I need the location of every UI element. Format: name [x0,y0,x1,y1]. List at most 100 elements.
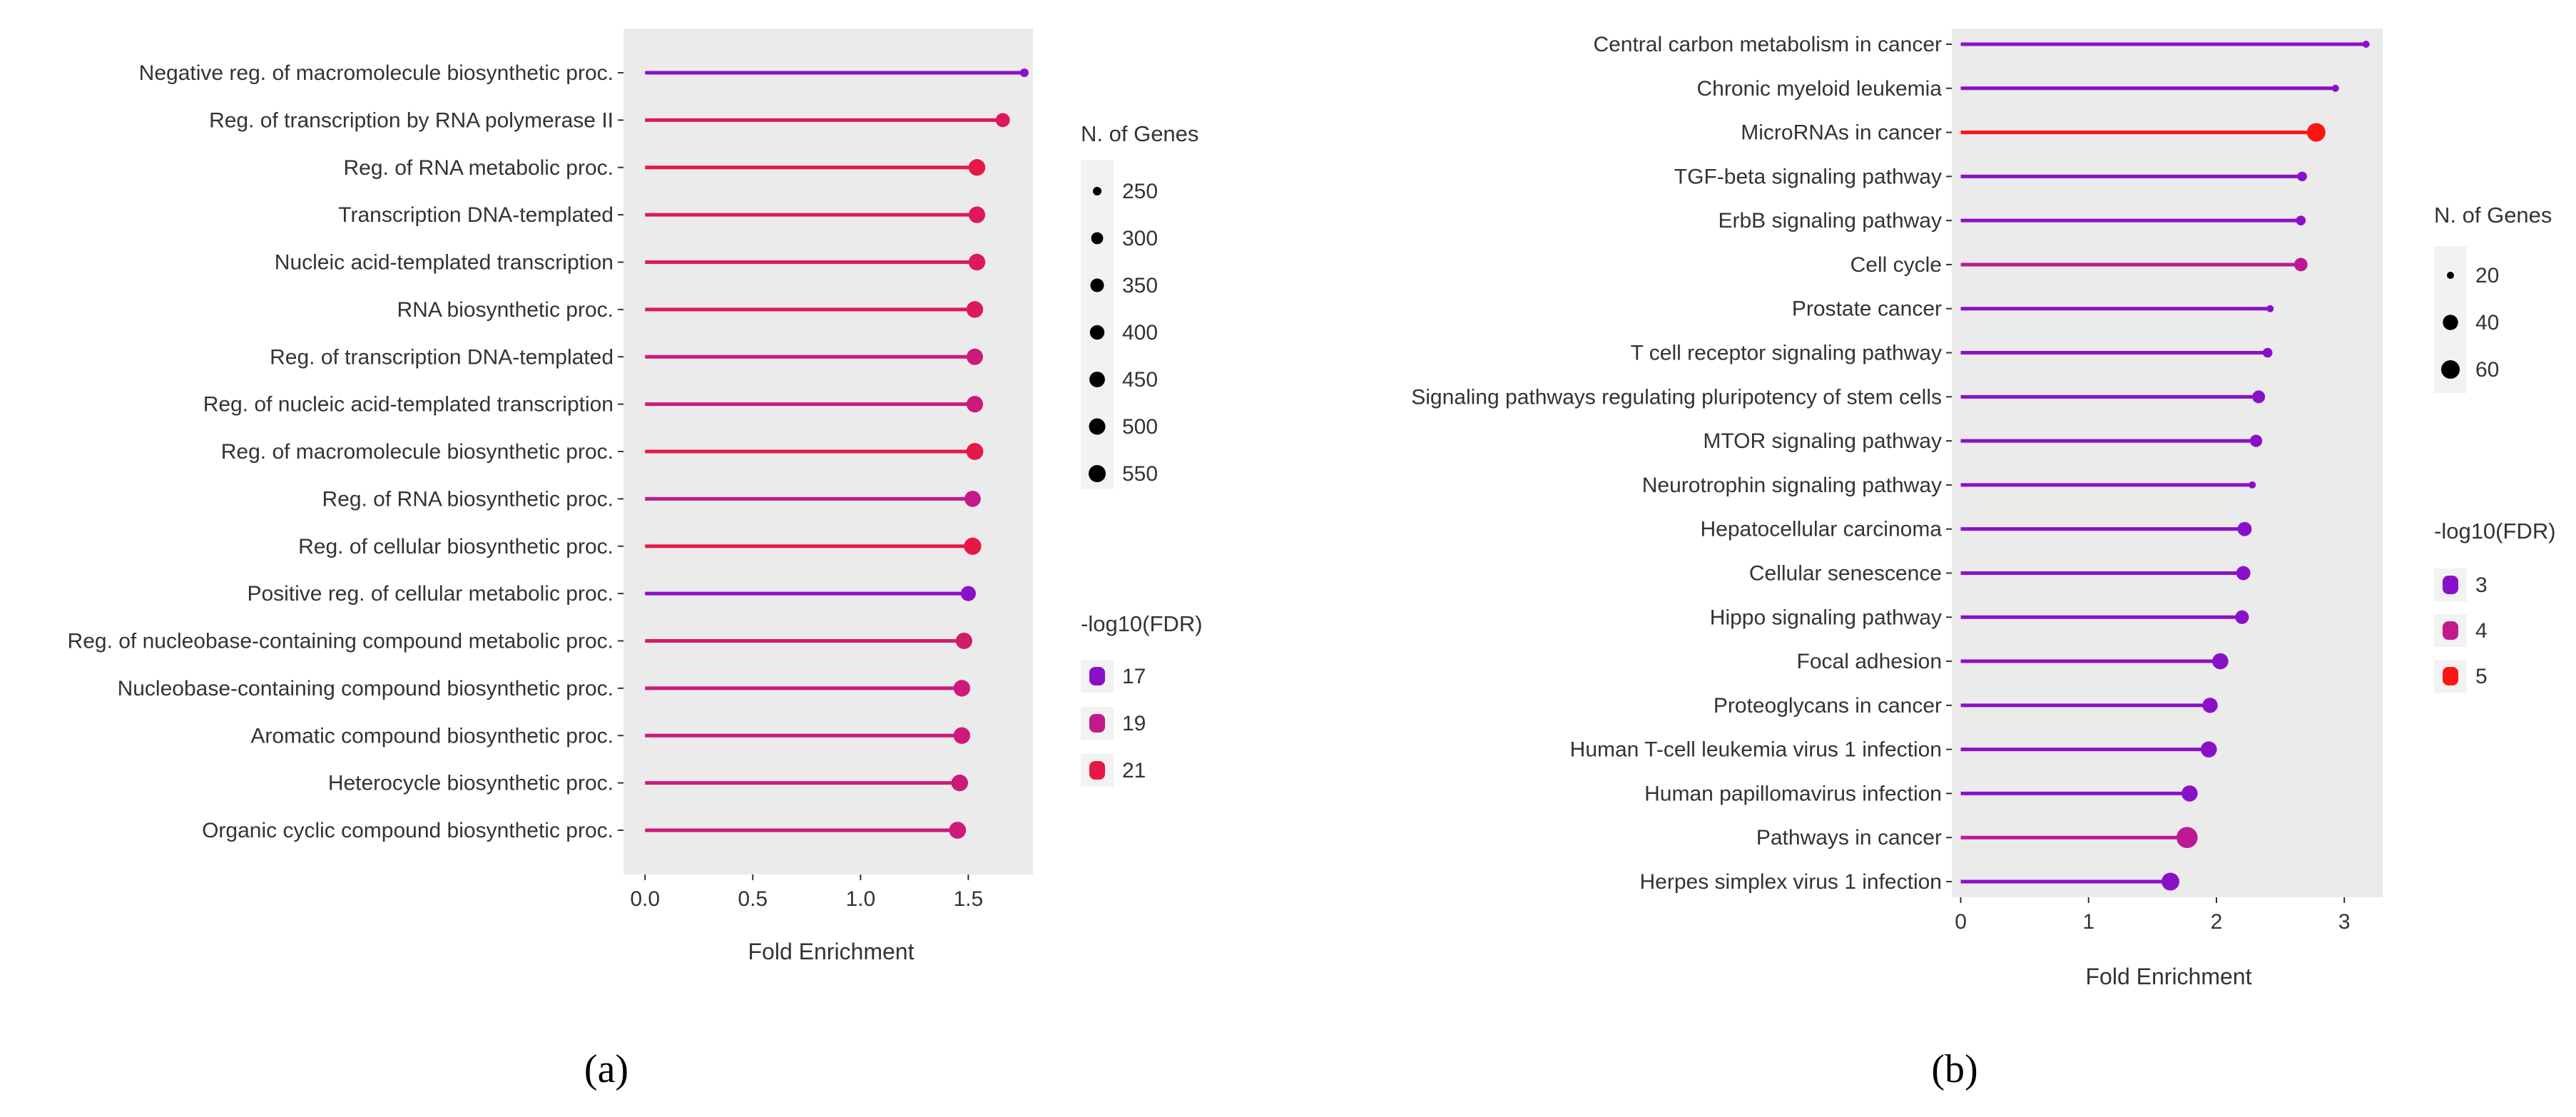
lollipop-point [955,633,972,649]
category-label: RNA biosynthetic proc. [397,298,614,322]
lollipop-point [2237,521,2252,536]
size-legend-key [1089,325,1105,340]
x-tick-label: 0.0 [630,887,660,911]
color-legend-label: 3 [2475,573,2488,597]
color-legend-key [1089,667,1105,685]
category-label: Herpes simplex virus 1 infection [1639,870,1942,894]
category-label: Hepatocellular carcinoma [1701,518,1943,541]
lollipop-point [2262,347,2273,358]
category-label: ErbB signaling pathway [1718,209,1942,233]
lollipop-point [2252,390,2266,404]
color-legend-key [2443,621,2458,640]
size-legend-a: N. of Genes 250 300 350 400 450 500 550 [1081,121,1198,489]
panel-b-chart: Central carbon metabolism in cancer Chron… [1411,29,2556,989]
category-label: Transcription DNA-templated [338,203,614,227]
color-legend-label: 21 [1122,759,1146,782]
category-label: TGF-beta signaling pathway [1674,165,1942,188]
lollipop-point [2235,610,2249,624]
category-label: Neurotrophin signaling pathway [1642,474,1942,497]
size-legend-label: 300 [1122,227,1158,250]
category-label: Positive reg. of cellular metabolic proc… [247,582,614,606]
category-label: Organic cyclic compound biosynthetic pro… [202,819,614,842]
lollipop-point [951,774,968,792]
category-label: Chronic myeloid leukemia [1697,77,1943,101]
lollipop-point [968,206,986,223]
color-legend-label: 17 [1122,665,1146,688]
size-legend-key [1091,232,1104,245]
size-legend-title-a: N. of Genes [1081,121,1198,146]
category-label: Nucleic acid-templated transcription [275,251,614,275]
x-tick-label: 1.5 [954,887,984,911]
color-legend-b: -log10(FDR) 3 4 5 [2434,519,2556,693]
category-label: Reg. of RNA biosynthetic proc. [322,487,614,511]
lollipop-point [953,680,971,697]
lollipop-point [2297,171,2307,182]
x-axis-title-a: Fold Enrichment [748,939,915,964]
color-legend-a: -log10(FDR) 17 19 21 [1081,611,1203,787]
lollipop-point [995,113,1010,128]
size-legend-key [1093,187,1101,195]
category-label: Aromatic compound biosynthetic proc. [250,724,614,748]
color-legend-key [1089,761,1105,780]
x-axis-title-b: Fold Enrichment [2086,964,2252,989]
category-label: Reg. of nucleobase-containing compound m… [68,630,614,653]
size-legend-label: 450 [1122,368,1158,392]
category-label: Reg. of cellular biosynthetic proc. [298,535,614,558]
lollipop-point [2296,215,2306,225]
category-label: Human papillomavirus infection [1644,782,1942,805]
size-legend-label: 250 [1122,180,1158,203]
category-label: MTOR signaling pathway [1703,429,1942,453]
size-legend-key-bg-a [1081,160,1114,489]
category-label: Central carbon metabolism in cancer [1593,33,1942,56]
color-legend-key [2443,576,2458,594]
category-label: Reg. of transcription DNA-templated [270,345,614,369]
category-label: Reg. of transcription by RNA polymerase … [209,108,614,132]
x-tick-label: 1.0 [845,887,875,911]
x-tick-label: 3 [2338,910,2351,934]
lollipop-point [953,727,971,744]
category-label: Human T-cell leukemia virus 1 infection [1570,738,1942,762]
category-label: Focal adhesion [1797,650,1942,673]
lollipop-point [966,443,984,460]
category-label: Hippo signaling pathway [1710,606,1942,629]
category-label: Reg. of nucleic acid-templated transcrip… [203,393,614,417]
category-label: Proteoglycans in cancer [1714,694,1942,718]
size-legend-b: N. of Genes 20 40 60 [2434,203,2552,393]
size-legend-label: 400 [1122,321,1158,345]
x-tick-label: 2 [2211,910,2223,934]
lollipop-point [966,348,983,365]
x-tick-label: 0.5 [738,887,768,911]
lollipop-point [949,822,967,839]
color-legend-label: 4 [2475,619,2488,643]
lollipop-point [964,490,981,507]
lollipop-point [2200,741,2217,758]
lollipop-point [2182,785,2198,802]
category-label: Signaling pathways regulating pluripoten… [1411,385,1942,409]
panel-label-a: (a) [584,1047,628,1091]
category-label: Cellular senescence [1749,561,1942,585]
size-legend-title-b: N. of Genes [2434,203,2552,228]
lollipop-point [968,159,986,176]
lollipop-point [2249,434,2263,447]
lollipop-point [2249,481,2256,489]
plot-b-background [1952,29,2383,897]
category-label: Nucleobase-containing compound biosynthe… [118,677,614,700]
lollipop-point [960,586,976,601]
category-label: Prostate cancer [1792,297,1942,321]
category-label: Heterocycle biosynthetic proc. [328,772,614,795]
category-label: Reg. of macromolecule biosynthetic proc. [221,440,614,464]
size-legend-label: 350 [1122,274,1158,297]
lollipop-point [2212,653,2229,670]
lollipop-point [2161,872,2179,891]
size-legend-label: 20 [2475,264,2499,287]
color-legend-title-a: -log10(FDR) [1081,611,1203,636]
color-legend-key [2443,667,2458,685]
lollipop-point [2236,566,2251,581]
color-legend-label: 19 [1122,712,1146,735]
panel-label-b: (b) [1931,1047,1977,1091]
lollipop-point [2306,123,2326,142]
category-label: Reg. of RNA metabolic proc. [343,156,614,180]
lollipop-point [2266,305,2274,312]
size-legend-key [1089,372,1105,387]
x-tick-label: 1 [2082,910,2094,934]
